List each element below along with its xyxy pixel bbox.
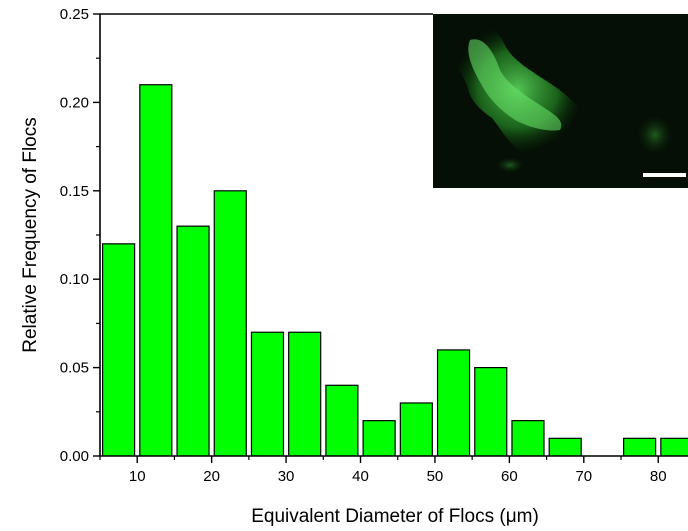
x-tick-label-30: 30: [278, 468, 295, 485]
y-tick-label-0.00: 0.00: [60, 448, 89, 465]
floc-shape-small: [637, 115, 673, 155]
bar-47.5: [399, 402, 433, 456]
bar-42.5: [362, 420, 396, 456]
bars-group: [102, 84, 688, 456]
bar-82.5: [660, 437, 688, 456]
bar-27.5: [250, 331, 285, 456]
bar-7.5: [102, 243, 136, 456]
x-tick-label-40: 40: [352, 468, 369, 485]
bar-12.5: [139, 84, 173, 456]
bar-62.5: [511, 420, 545, 456]
bar-52.5: [436, 349, 471, 456]
floc-shape-core: [468, 39, 562, 131]
bar-32.5: [288, 331, 322, 456]
y-tick-label-0.20: 0.20: [60, 94, 89, 111]
inset-micrograph: [433, 14, 688, 188]
bar-57.5: [474, 367, 508, 456]
y-tick-label-0.10: 0.10: [60, 271, 89, 288]
bar-77.5: [623, 437, 657, 456]
bar-67.5: [548, 437, 582, 456]
x-tick-label-60: 60: [501, 468, 518, 485]
floc-shape-fragment: [496, 157, 524, 173]
y-tick-label-0.05: 0.05: [60, 360, 89, 377]
axes-group: 0.00 0.05 0.10 0.15 0.20 0.25 10 20 30 40 50 60 70 80: [60, 6, 688, 485]
x-tick-label-50: 50: [427, 468, 444, 485]
x-axis-title: Equivalent Diameter of Flocs (μm): [251, 506, 539, 527]
y-tick-label-0.15: 0.15: [60, 183, 89, 200]
bar-37.5: [325, 384, 359, 456]
x-tick-label-70: 70: [575, 468, 592, 485]
y-tick-label-0.25: 0.25: [60, 6, 89, 23]
x-tick-label-80: 80: [650, 468, 667, 485]
x-tick-label-20: 20: [203, 468, 220, 485]
y-axis-title: Relative Frequency of Flocs: [20, 117, 41, 353]
bar-22.5: [213, 190, 247, 456]
bar-17.5: [176, 225, 210, 456]
x-tick-label-10: 10: [129, 468, 146, 485]
scale-bar: [643, 173, 686, 177]
